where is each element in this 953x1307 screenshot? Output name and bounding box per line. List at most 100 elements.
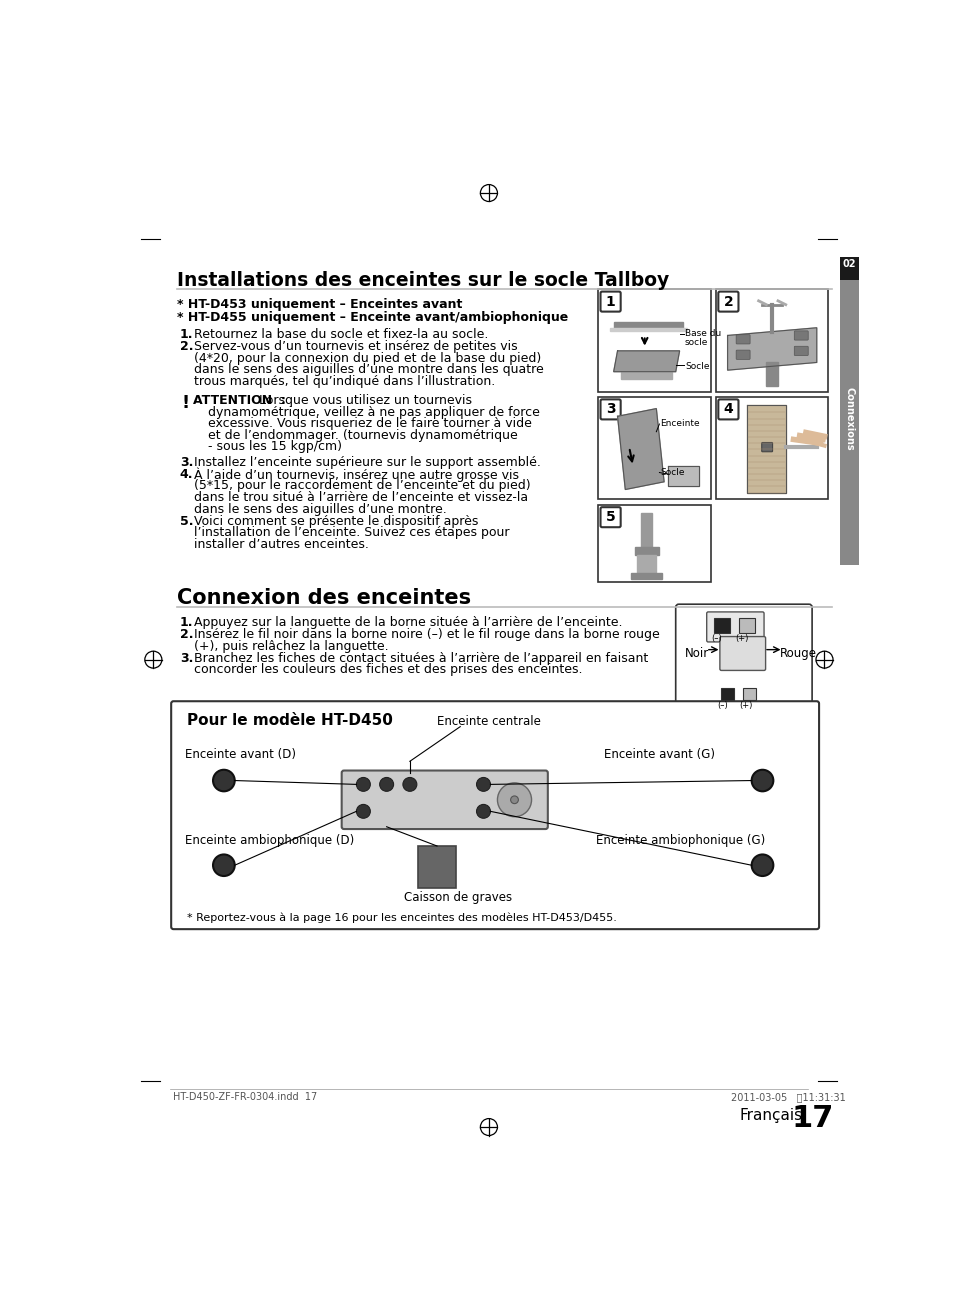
Text: (+), puis relâchez la languette.: (+), puis relâchez la languette.: [194, 639, 389, 652]
Bar: [742, 689, 755, 701]
Bar: [739, 618, 754, 634]
Text: 1.: 1.: [179, 616, 193, 629]
Circle shape: [356, 804, 370, 818]
Text: (5*15, pour le raccordement de l’enceinte et du pied): (5*15, pour le raccordement de l’enceint…: [194, 480, 531, 493]
Polygon shape: [630, 572, 661, 579]
Text: dans le sens des aiguilles d’une montre.: dans le sens des aiguilles d’une montre.: [194, 503, 447, 515]
Text: (4*20, pour la connexion du pied et de la base du pied): (4*20, pour la connexion du pied et de l…: [194, 352, 541, 365]
Text: (–): (–): [717, 702, 727, 710]
Text: Noir: Noir: [684, 647, 708, 660]
Text: 4.: 4.: [179, 468, 193, 481]
Text: 2.: 2.: [179, 340, 193, 353]
FancyBboxPatch shape: [840, 280, 858, 565]
Bar: [598, 505, 710, 582]
Text: 02: 02: [841, 259, 855, 269]
Circle shape: [213, 855, 234, 876]
Text: 1.: 1.: [179, 328, 193, 341]
Text: Enceinte avant (D): Enceinte avant (D): [185, 748, 295, 761]
FancyBboxPatch shape: [760, 443, 772, 452]
Polygon shape: [613, 322, 682, 328]
FancyBboxPatch shape: [599, 291, 620, 311]
Text: 5.: 5.: [179, 515, 193, 528]
Text: Socle: Socle: [684, 362, 709, 371]
Text: 4: 4: [722, 403, 733, 417]
Text: - sous les 15 kgp/cm): - sous les 15 kgp/cm): [208, 440, 342, 454]
Text: Insérez le fil noir dans la borne noire (–) et le fil rouge dans la borne rouge: Insérez le fil noir dans la borne noire …: [194, 629, 659, 640]
FancyBboxPatch shape: [736, 350, 749, 359]
Text: Installez l’enceinte supérieure sur le support assemblé.: Installez l’enceinte supérieure sur le s…: [194, 456, 540, 469]
Polygon shape: [727, 328, 816, 370]
Text: HT-D450-ZF-FR-0304.indd  17: HT-D450-ZF-FR-0304.indd 17: [173, 1093, 317, 1102]
FancyBboxPatch shape: [341, 771, 547, 829]
Text: Branchez les fiches de contact situées à l’arrière de l’appareil en faisant: Branchez les fiches de contact situées à…: [194, 652, 648, 665]
Text: Connexion des enceintes: Connexion des enceintes: [177, 588, 471, 608]
Text: (+): (+): [735, 634, 748, 643]
FancyBboxPatch shape: [706, 612, 763, 642]
FancyBboxPatch shape: [599, 400, 620, 420]
Text: * HT-D453 uniquement – Enceintes avant: * HT-D453 uniquement – Enceintes avant: [177, 298, 462, 311]
Polygon shape: [613, 350, 679, 371]
Text: Pour le modèle HT-D450: Pour le modèle HT-D450: [187, 712, 393, 728]
Bar: [716, 397, 827, 499]
Text: 2.: 2.: [179, 629, 193, 640]
Polygon shape: [640, 512, 652, 548]
FancyBboxPatch shape: [736, 335, 749, 344]
Text: socle: socle: [684, 337, 708, 346]
Text: * Reportez-vous à la page 16 pour les enceintes des modèles HT-D453/D455.: * Reportez-vous à la page 16 pour les en…: [187, 914, 617, 924]
Circle shape: [751, 855, 773, 876]
Circle shape: [476, 804, 490, 818]
FancyBboxPatch shape: [720, 637, 765, 670]
Text: installer d’autres enceintes.: installer d’autres enceintes.: [194, 538, 369, 552]
Polygon shape: [765, 362, 778, 386]
FancyBboxPatch shape: [840, 257, 858, 280]
Text: concorder les couleurs des fiches et des prises des enceintes.: concorder les couleurs des fiches et des…: [194, 664, 582, 677]
Text: Installations des enceintes sur le socle Tallboy: Installations des enceintes sur le socle…: [177, 271, 669, 290]
Circle shape: [497, 783, 531, 817]
Text: (+): (+): [739, 702, 752, 710]
Text: Appuyez sur la languette de la borne située à l’arrière de l’enceinte.: Appuyez sur la languette de la borne sit…: [194, 616, 622, 629]
Circle shape: [510, 796, 517, 804]
Text: 2011-03-05   ！11:31:31: 2011-03-05 ！11:31:31: [731, 1093, 845, 1102]
Polygon shape: [637, 555, 656, 574]
Text: trous marqués, tel qu’indiqué dans l’illustration.: trous marqués, tel qu’indiqué dans l’ill…: [194, 375, 496, 388]
Text: Enceinte ambiophonique (G): Enceinte ambiophonique (G): [596, 834, 764, 847]
Text: Lorsque vous utilisez un tournevis: Lorsque vous utilisez un tournevis: [254, 393, 472, 406]
Text: 5: 5: [605, 510, 615, 524]
Text: dans le trou situé à l’arrière de l’enceinte et vissez-la: dans le trou situé à l’arrière de l’ence…: [194, 491, 528, 505]
FancyBboxPatch shape: [599, 507, 620, 527]
Text: Français: Français: [739, 1108, 801, 1123]
Text: Base du: Base du: [684, 329, 720, 339]
Text: Rouge: Rouge: [779, 647, 816, 660]
Text: Voici comment se présente le dispositif après: Voici comment se présente le dispositif …: [194, 515, 478, 528]
Text: Enceinte ambiophonique (D): Enceinte ambiophonique (D): [185, 834, 354, 847]
Text: Enceinte avant (G): Enceinte avant (G): [603, 748, 714, 761]
Bar: [598, 289, 710, 392]
Polygon shape: [635, 548, 658, 555]
Text: 3.: 3.: [179, 456, 193, 469]
Text: Retournez la base du socle et fixez-la au socle.: Retournez la base du socle et fixez-la a…: [194, 328, 488, 341]
FancyBboxPatch shape: [794, 331, 807, 340]
Text: Servez-vous d’un tournevis et insérez de petites vis: Servez-vous d’un tournevis et insérez de…: [194, 340, 517, 353]
Circle shape: [213, 770, 234, 791]
Text: Enceinte: Enceinte: [659, 418, 700, 427]
Text: excessive. Vous risqueriez de le faire tourner à vide: excessive. Vous risqueriez de le faire t…: [208, 417, 532, 430]
Bar: [598, 397, 710, 499]
Text: dynamométrique, veillez à ne pas appliquer de force: dynamométrique, veillez à ne pas appliqu…: [208, 405, 539, 418]
Text: * HT-D455 uniquement – Enceinte avant/ambiophonique: * HT-D455 uniquement – Enceinte avant/am…: [177, 311, 568, 324]
Polygon shape: [667, 467, 699, 486]
Text: Socle: Socle: [659, 468, 684, 477]
FancyBboxPatch shape: [718, 400, 738, 420]
Text: (–): (–): [711, 634, 721, 643]
Polygon shape: [617, 409, 663, 490]
FancyBboxPatch shape: [675, 604, 811, 715]
Polygon shape: [746, 405, 785, 493]
Circle shape: [751, 770, 773, 791]
Text: 3.: 3.: [179, 652, 193, 665]
FancyBboxPatch shape: [794, 346, 807, 356]
FancyBboxPatch shape: [718, 291, 738, 311]
Circle shape: [356, 778, 370, 791]
Text: 2: 2: [722, 294, 733, 308]
Text: l’installation de l’enceinte. Suivez ces étapes pour: l’installation de l’enceinte. Suivez ces…: [194, 527, 510, 540]
Polygon shape: [620, 371, 671, 379]
FancyBboxPatch shape: [171, 702, 819, 929]
